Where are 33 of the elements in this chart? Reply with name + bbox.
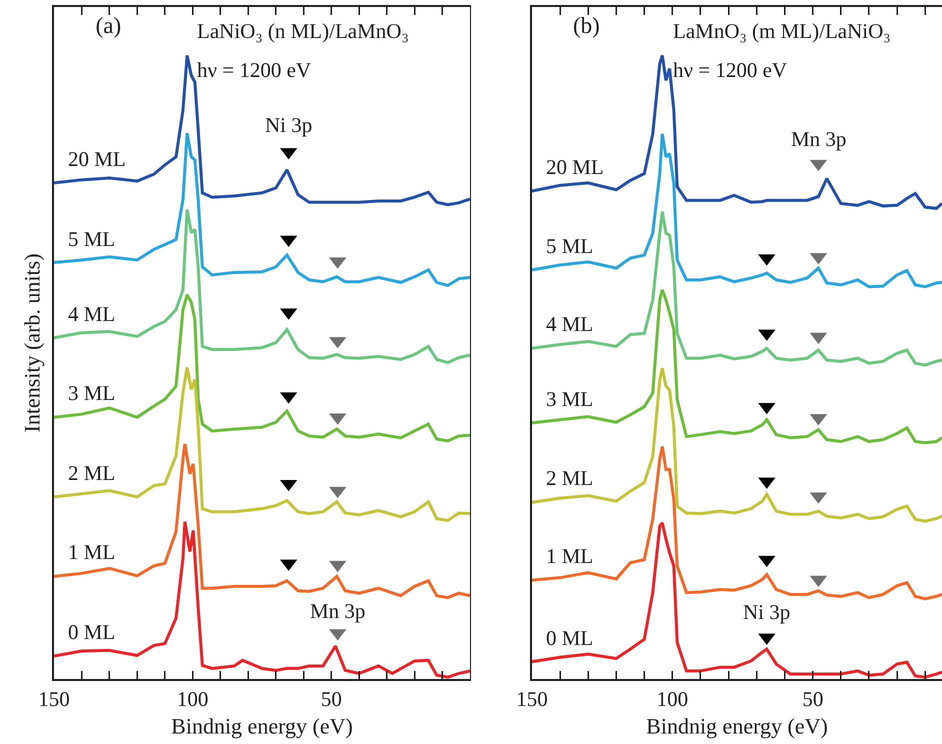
annotation: Ni 3p: [743, 600, 790, 624]
text: LaNiO₃ (n ML)/LaMnO₃: [197, 19, 409, 43]
series-label: 20 ML: [546, 155, 604, 179]
series-label: 2 ML: [546, 466, 594, 490]
series-label: 0 ML: [546, 626, 594, 650]
series-label: 20 ML: [68, 147, 126, 171]
series-label: 5 ML: [546, 234, 594, 258]
series-label: 0 ML: [68, 620, 116, 644]
series-label: 4 ML: [68, 302, 116, 326]
x-tick-label: 150: [38, 687, 70, 712]
x-tick-label: 50: [802, 687, 824, 712]
series-label: 4 ML: [546, 312, 594, 336]
x-axis-title: Bindnig energy (eV): [171, 714, 353, 739]
series-label: 2 ML: [68, 461, 116, 485]
annotation: hν = 1200 eV: [673, 58, 788, 82]
y-axis-title: Intensity (arb. units): [19, 253, 44, 433]
annotation: Mn 3p: [791, 127, 846, 151]
x-tick-label: 100: [656, 687, 688, 712]
x-tick-label: 100: [176, 687, 208, 712]
series-label: 1 ML: [68, 540, 116, 564]
chart-title: (b): [573, 13, 600, 38]
annotation: hν = 1200 eV: [197, 58, 312, 82]
series-label: 1 ML: [546, 544, 594, 568]
annotation: Ni 3p: [265, 113, 312, 137]
x-tick-label: 150: [516, 687, 548, 712]
annotation: Mn 3p: [310, 599, 366, 623]
text: LaMnO₃ (m ML)/LaNiO₃: [673, 19, 891, 43]
x-axis-title: Bindnig energy (eV): [646, 714, 828, 739]
series-label: 3 ML: [68, 381, 116, 405]
series-label: 3 ML: [546, 387, 594, 411]
series-label: 5 ML: [68, 227, 116, 251]
x-tick-label: 50: [320, 687, 342, 712]
chart-title: (a): [96, 13, 122, 38]
